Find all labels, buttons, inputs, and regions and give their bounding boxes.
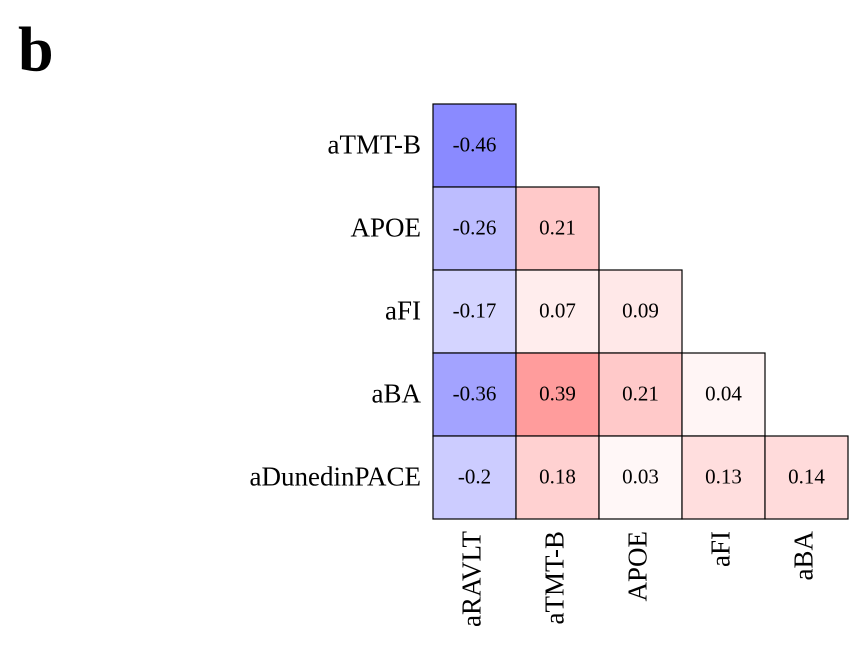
cell-value: 0.18 bbox=[539, 464, 576, 488]
cell-value: -0.2 bbox=[458, 464, 491, 488]
cell-value: 0.09 bbox=[622, 298, 659, 322]
cell-value: 0.21 bbox=[539, 215, 576, 239]
row-label: aTMT-B bbox=[328, 130, 422, 160]
column-label: APOE bbox=[623, 531, 653, 602]
cell-value: 0.13 bbox=[705, 464, 742, 488]
cell bbox=[515, 352, 600, 437]
cell bbox=[432, 103, 517, 188]
row-label: aFI bbox=[385, 296, 421, 326]
column-label: aTMT-B bbox=[540, 531, 570, 625]
cell bbox=[432, 269, 517, 354]
column-label: aBA bbox=[789, 531, 819, 581]
cell bbox=[432, 186, 517, 271]
cell bbox=[515, 186, 600, 271]
cell-value: 0.21 bbox=[622, 381, 659, 405]
panel-label: b bbox=[18, 14, 54, 85]
cell bbox=[515, 435, 600, 520]
row-label: aDunedinPACE bbox=[249, 462, 421, 492]
cell-value: 0.07 bbox=[539, 298, 576, 322]
cell-value: 0.03 bbox=[622, 464, 659, 488]
cell-value: 0.04 bbox=[705, 381, 742, 405]
cell bbox=[598, 435, 683, 520]
column-label: aRAVLT bbox=[457, 531, 487, 628]
cell-value: -0.26 bbox=[453, 215, 497, 239]
cell-value: 0.14 bbox=[788, 464, 825, 488]
cell bbox=[598, 269, 683, 354]
row-label: APOE bbox=[350, 213, 421, 243]
cell bbox=[681, 352, 766, 437]
row-label: aBA bbox=[372, 379, 422, 409]
cell-value: -0.17 bbox=[453, 298, 497, 322]
cell-value: 0.39 bbox=[539, 381, 576, 405]
cell-value: -0.46 bbox=[453, 132, 497, 156]
cell-value: -0.36 bbox=[453, 381, 497, 405]
cell bbox=[764, 435, 849, 520]
column-label: aFI bbox=[706, 531, 736, 567]
cell bbox=[681, 435, 766, 520]
